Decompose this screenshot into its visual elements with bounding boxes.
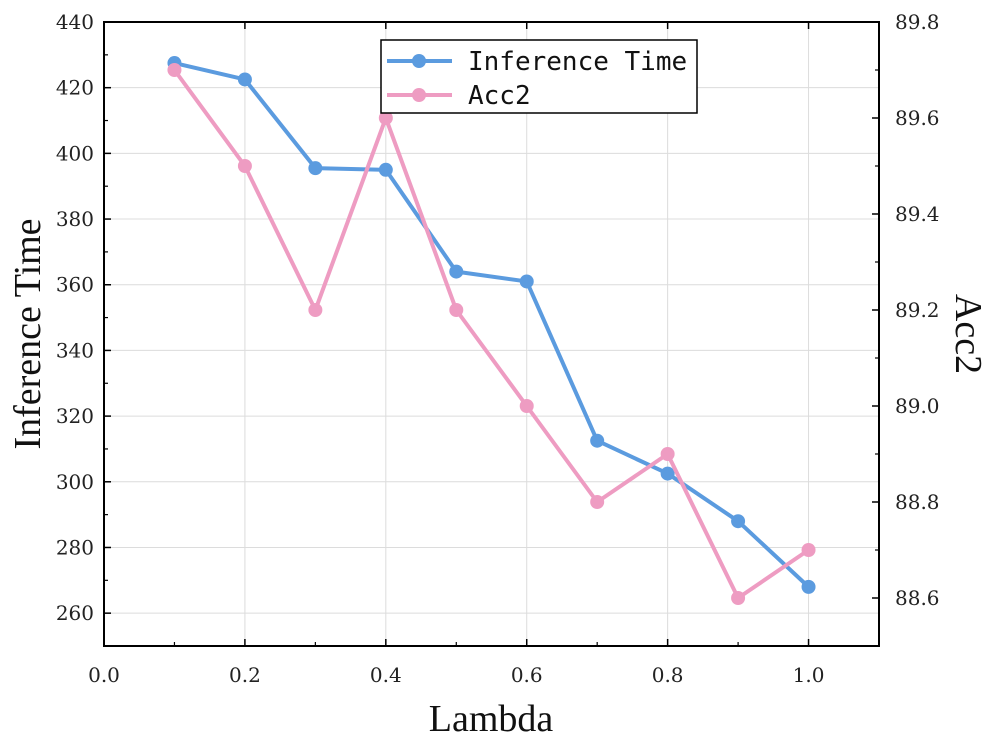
data-point-inference-time bbox=[378, 162, 393, 177]
y-tick-label-left: 360 bbox=[56, 273, 94, 297]
legend: Inference Time Acc2 bbox=[380, 39, 698, 114]
series-layer bbox=[167, 56, 816, 605]
y-tick-label-left: 320 bbox=[56, 404, 94, 428]
data-point-acc2 bbox=[167, 63, 182, 77]
data-point-inference-time bbox=[801, 579, 816, 594]
y-tick-label-left: 340 bbox=[56, 338, 94, 362]
y-tick-label-right: 88.6 bbox=[895, 586, 940, 610]
legend-marker-inference-time bbox=[412, 54, 426, 68]
y-tick-label-left: 380 bbox=[56, 207, 94, 231]
data-point-inference-time bbox=[660, 466, 675, 481]
data-point-acc2 bbox=[590, 495, 605, 509]
series-line-inference-time bbox=[172, 61, 811, 589]
y-tick-label-left: 260 bbox=[56, 601, 94, 625]
x-tick-label: 0.6 bbox=[511, 663, 543, 687]
x-tick-label: 0.2 bbox=[229, 663, 261, 687]
ticks: 0.0 0.2 0.4 0.6 0.8 1.0 260 280 300 320 340 360 380 4… bbox=[56, 10, 940, 687]
data-point-acc2 bbox=[237, 159, 252, 173]
data-point-acc2 bbox=[449, 303, 464, 317]
y-tick-label-right: 89.8 bbox=[895, 10, 940, 34]
data-point-inference-time bbox=[731, 514, 746, 529]
legend-label-acc2: Acc2 bbox=[468, 81, 531, 111]
x-tick-label: 0.4 bbox=[370, 663, 402, 687]
y-tick-label-left: 440 bbox=[56, 10, 94, 34]
data-point-acc2 bbox=[731, 591, 746, 605]
data-point-acc2 bbox=[308, 303, 323, 317]
y-tick-label-left: 420 bbox=[56, 76, 94, 100]
data-point-inference-time bbox=[308, 161, 323, 176]
legend-marker-acc2 bbox=[412, 88, 426, 102]
y-tick-label-left: 280 bbox=[56, 535, 94, 559]
plot-frame bbox=[103, 21, 880, 647]
legend-box bbox=[380, 39, 698, 114]
series-line-acc2 bbox=[172, 68, 811, 600]
y-tick-label-right: 89.2 bbox=[895, 298, 940, 322]
y-tick-label-right: 88.8 bbox=[895, 490, 940, 514]
x-axis-title: Lambda bbox=[429, 698, 554, 740]
data-point-inference-time bbox=[590, 433, 605, 448]
y-tick-label-left: 400 bbox=[56, 141, 94, 165]
data-point-acc2 bbox=[378, 111, 393, 125]
grid bbox=[104, 22, 879, 646]
data-point-acc2 bbox=[660, 447, 675, 461]
y-axis-title-left: Inference Time bbox=[7, 218, 49, 449]
data-point-inference-time bbox=[237, 72, 252, 87]
data-point-acc2 bbox=[801, 543, 816, 557]
data-point-inference-time bbox=[519, 274, 534, 289]
x-tick-label: 0.0 bbox=[88, 663, 120, 687]
y-tick-label-right: 89.0 bbox=[895, 394, 940, 418]
y-axis-title-right: Acc2 bbox=[947, 294, 989, 374]
y-tick-label-right: 89.6 bbox=[895, 106, 940, 130]
data-point-inference-time bbox=[449, 264, 464, 279]
y-tick-label-right: 89.4 bbox=[895, 202, 940, 226]
x-tick-label: 0.8 bbox=[652, 663, 684, 687]
y-tick-label-left: 300 bbox=[56, 470, 94, 494]
data-point-acc2 bbox=[519, 399, 534, 413]
legend-label-inference-time: Inference Time bbox=[468, 47, 687, 77]
x-tick-label: 1.0 bbox=[793, 663, 825, 687]
